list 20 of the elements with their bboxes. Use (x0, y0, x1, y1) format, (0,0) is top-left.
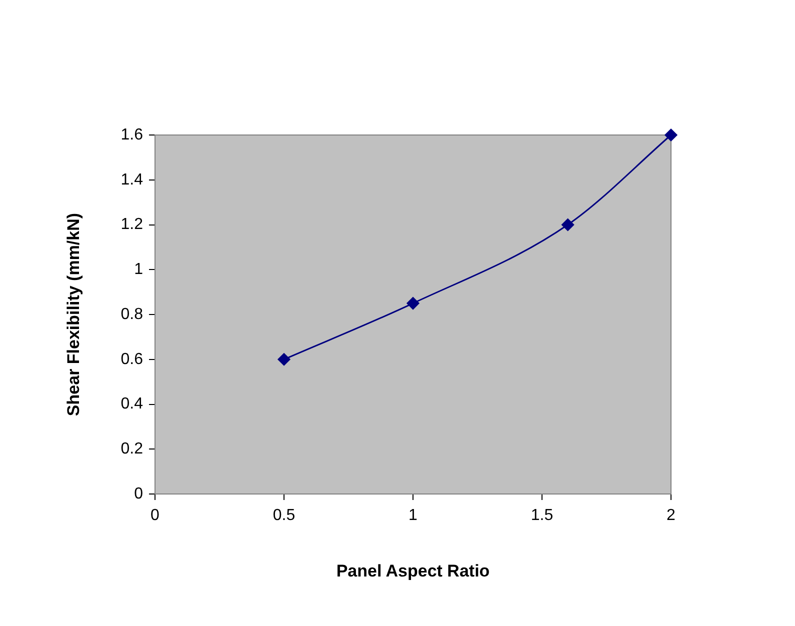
point (562, 218, 574, 231)
y-tick-label: 1.6 (120, 126, 144, 144)
y-tick-label: 0.6 (120, 350, 144, 368)
x-tick-label: 0 (150, 507, 160, 524)
point (406, 297, 420, 310)
point (278, 353, 290, 366)
x-tick-label: 2 (666, 507, 676, 524)
y-axis-title: Shear Flexibility (mm/kN) (64, 212, 83, 416)
y-tick-label: 0 (134, 485, 144, 502)
y-tick-label: 1.4 (120, 171, 144, 188)
y-tick-label: 1.2 (120, 216, 144, 234)
x-tick-label: 0.5 (272, 507, 296, 524)
y-tick-label: 0.8 (120, 306, 144, 323)
y-tick-label: 0.4 (120, 396, 144, 413)
x-tick-label: 1.5 (530, 507, 554, 524)
y-tick-label: 1 (134, 261, 144, 278)
x-axis-title: Panel Aspect Ratio (336, 561, 490, 580)
x-tick-label: 1 (408, 507, 418, 524)
point (664, 128, 678, 142)
y-tick-label: 0.2 (120, 440, 144, 458)
